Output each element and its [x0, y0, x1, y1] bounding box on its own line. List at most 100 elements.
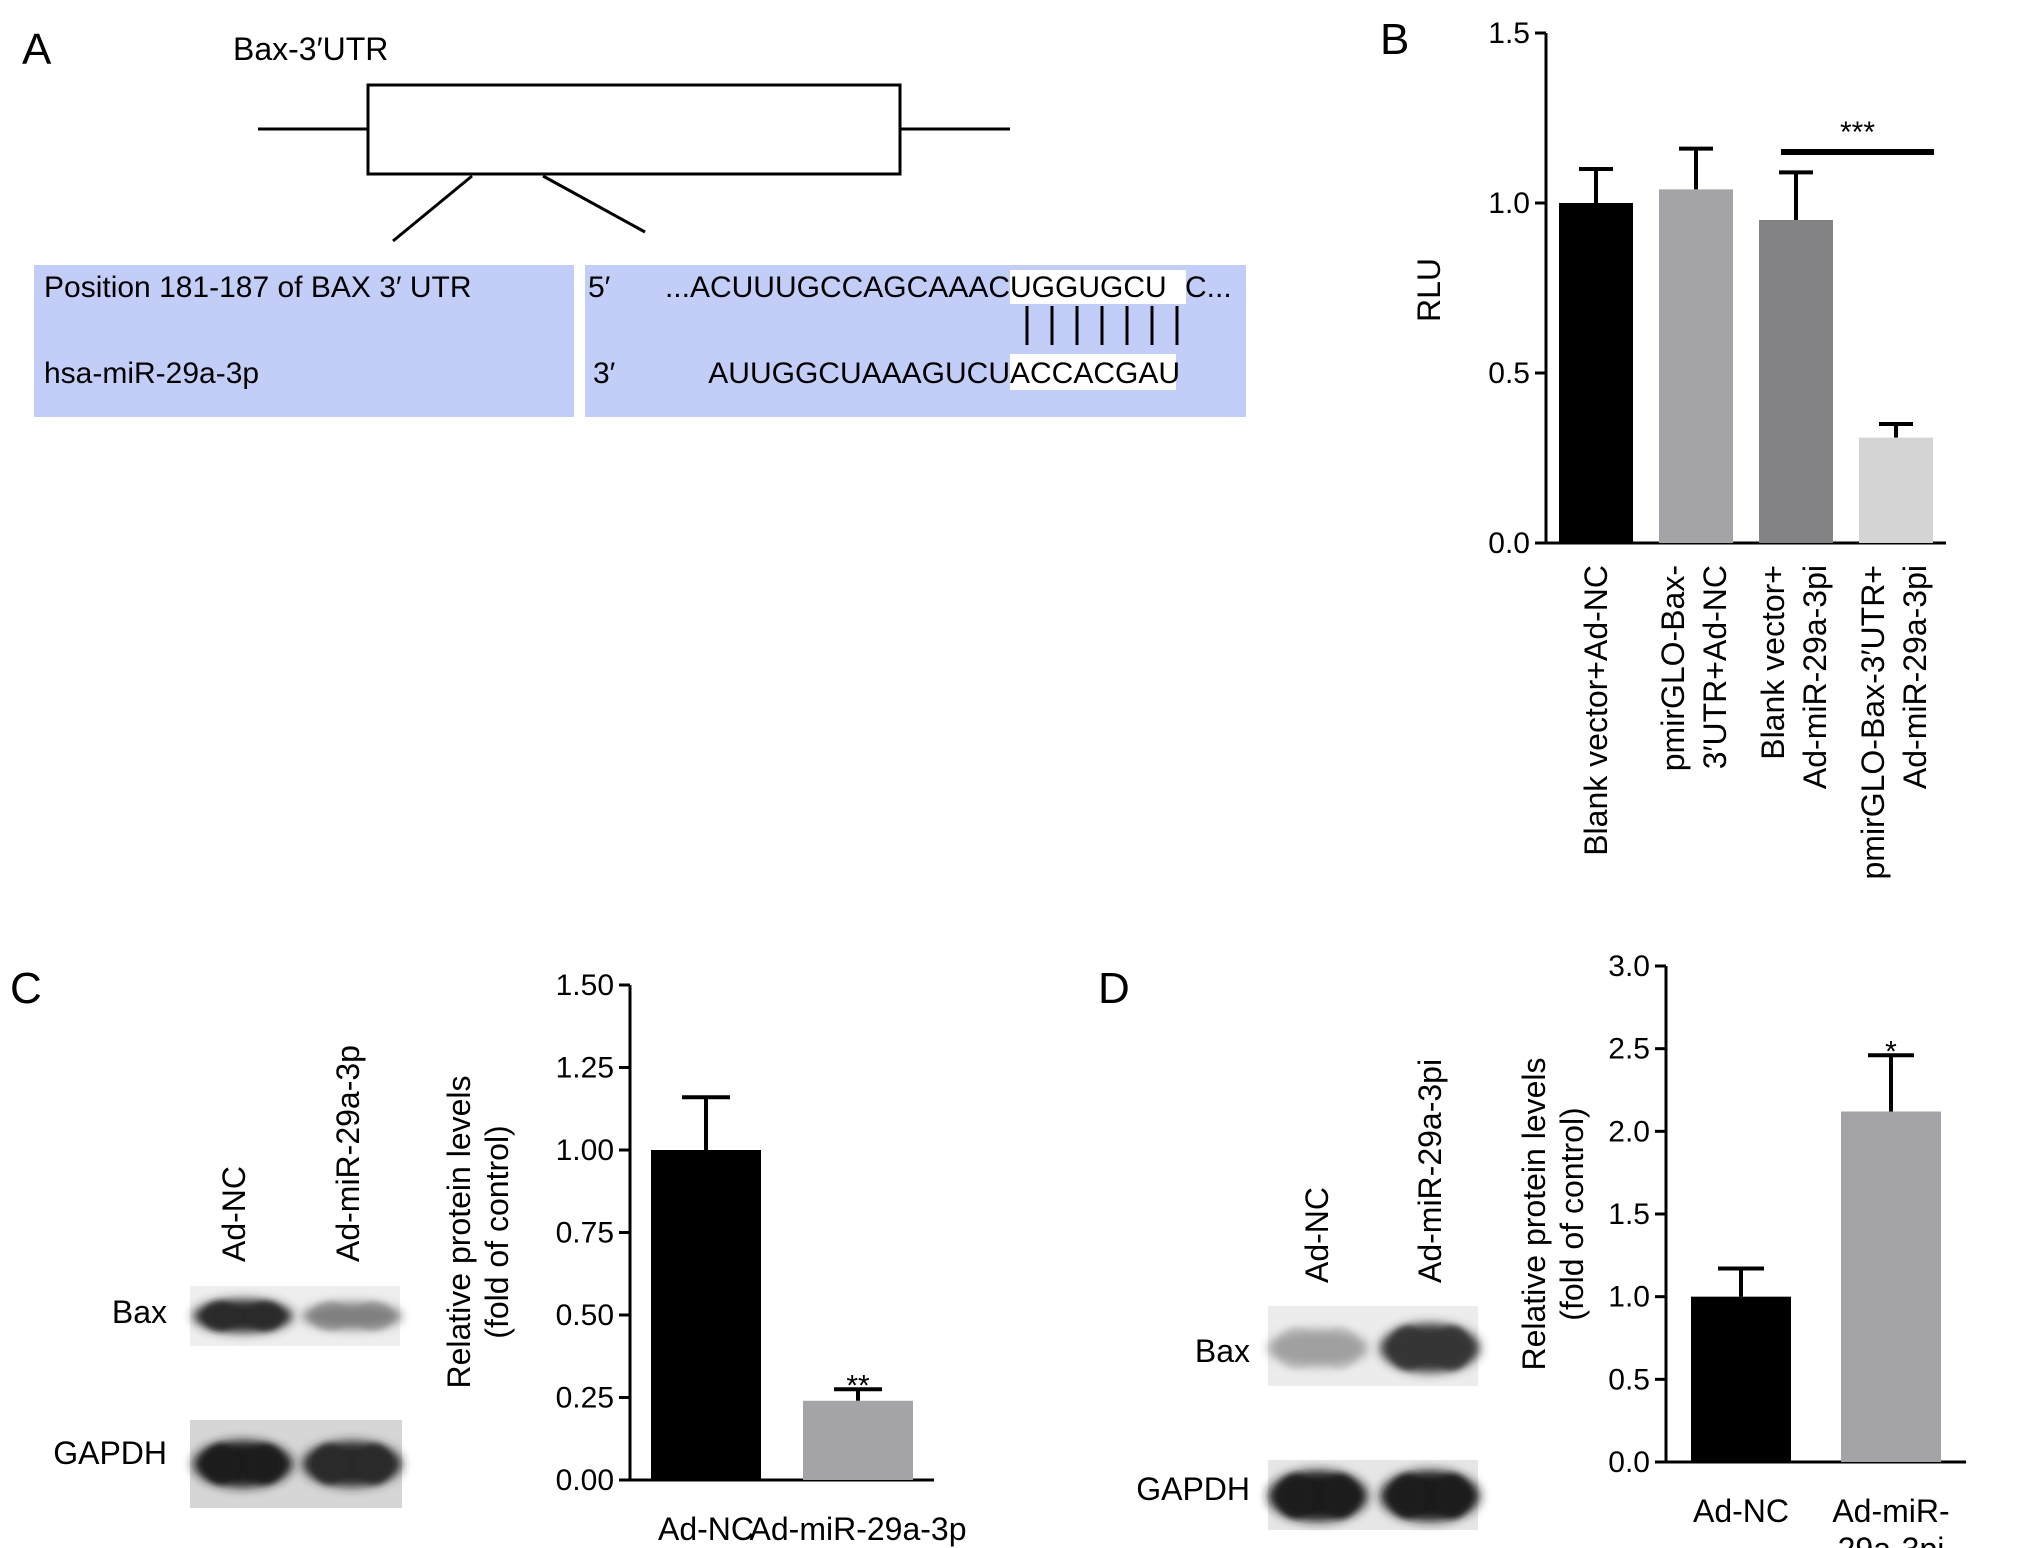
y-tick-label: 1.5: [1608, 1198, 1650, 1231]
blot-band-edge: [1435, 1326, 1470, 1370]
bar: [1691, 1296, 1791, 1462]
blot-band-edge: [1278, 1326, 1313, 1370]
zoom-line-left: [392, 174, 473, 243]
x-category-label: Ad-NC: [658, 1511, 754, 1547]
blot-c-bands: [193, 1299, 402, 1488]
bar: [803, 1400, 913, 1480]
info-box-left: [34, 265, 574, 417]
bar: [1659, 189, 1733, 543]
blot-d-row-gapdh: GAPDH: [1136, 1471, 1250, 1507]
blot-band-edge: [248, 1444, 283, 1484]
y-axis-label-line: (fold of control): [479, 1125, 515, 1338]
blot-c-lane-2: Ad-miR-29a-3p: [330, 1045, 366, 1262]
y-tick-label: 3.0: [1608, 950, 1650, 983]
mirna-seq-seed: ACCACGAU: [1010, 357, 1180, 390]
x-category-label: pmirGLO-Bax-3′UTR+: [1855, 565, 1891, 880]
utr-box: [366, 83, 902, 176]
blot-band-edge: [357, 1444, 392, 1484]
blot-c-row-gapdh: GAPDH: [53, 1435, 167, 1471]
seed-highlight-top: [1010, 270, 1186, 304]
x-category-label: Blank vector+: [1755, 565, 1791, 760]
target-seq-prefix: ...ACUUUGCCAGCAAAC: [665, 271, 1010, 304]
y-tick-label: 0.50: [556, 1299, 614, 1332]
blot-c-lane-1: Ad-NC: [216, 1166, 252, 1262]
y-tick-label: 0.5: [1608, 1363, 1650, 1396]
blot-d-lane-1: Ad-NC: [1299, 1187, 1335, 1283]
blot-band-edge: [203, 1444, 238, 1484]
y-tick-label: 0.25: [556, 1382, 614, 1415]
x-category-label: Ad-NC: [1693, 1493, 1789, 1529]
x-category-label: Ad-miR-29a-3pi: [1897, 565, 1933, 789]
blot-d: Ad-NC Ad-miR-29a-3pi Bax GAPDH: [1136, 1059, 1480, 1530]
blot-band-edge: [248, 1301, 283, 1331]
y-tick-label: 1.5: [1488, 17, 1530, 50]
blot-c-row-bax: Bax: [112, 1294, 167, 1330]
y-tick-label: 0.0: [1488, 527, 1530, 560]
blot-d-lane-2: Ad-miR-29a-3pi: [1412, 1059, 1448, 1283]
bar: [651, 1150, 761, 1480]
base-pair-lines: [1025, 306, 1179, 345]
y-tick-label: 0.00: [556, 1464, 614, 1497]
blot-band-edge: [1323, 1474, 1358, 1518]
x-category-label: Ad-miR-29a-3p: [750, 1511, 967, 1547]
y-axis-label: RLU: [1411, 258, 1447, 322]
y-tick-label: 0.75: [556, 1217, 614, 1250]
x-category-label: Ad-miR-29a-3pi: [1797, 565, 1833, 789]
significance-marker: **: [846, 1369, 870, 1402]
panel-b-label: B: [1380, 15, 1409, 64]
chart-d: 0.0 0.5 1.0 1.5 2.0 2.5 3.0 Relative protein le…: [1516, 950, 1966, 1548]
chart-b: 0.0 0.5 1.0 1.5 RLU Blank vector+Ad-NC pmirGLO…: [1411, 17, 1946, 880]
y-tick-label: 2.0: [1608, 1115, 1650, 1148]
y-tick-label: 1.0: [1608, 1281, 1650, 1314]
significance-marker: ***: [1840, 116, 1875, 149]
y-axis-label-line: Relative protein levels: [441, 1075, 477, 1388]
panel-d-label: D: [1098, 964, 1130, 1013]
utr-title: Bax-3′UTR: [233, 31, 388, 67]
y-tick-label: 2.5: [1608, 1033, 1650, 1066]
blot-band-edge: [1390, 1474, 1425, 1518]
blot-band-edge: [1278, 1474, 1313, 1518]
y-axis-label-line: (fold of control): [1554, 1107, 1590, 1320]
target-seq-seed: UGGUGCU: [1010, 271, 1167, 304]
y-tick-label: 1.25: [556, 1052, 614, 1085]
x-category-label: 29a-3pi: [1838, 1531, 1945, 1548]
target-position-label: Position 181-187 of BAX 3′ UTR: [44, 271, 472, 304]
blot-band-edge: [1435, 1474, 1470, 1518]
x-category-label: pmirGLO-Bax-: [1655, 565, 1691, 771]
blot-c: Ad-NC Ad-miR-29a-3p Bax GAPDH: [53, 1045, 402, 1508]
five-prime-label: 5′: [588, 271, 611, 304]
significance-marker: *: [1885, 1035, 1897, 1068]
mirna-seq-prefix: AUUGGCUAAAGUCU: [708, 357, 1010, 390]
blot-band-edge: [1323, 1326, 1358, 1370]
y-tick-label: 1.00: [556, 1134, 614, 1167]
blot-band-edge: [312, 1444, 347, 1484]
bar: [1859, 437, 1933, 543]
bar: [1841, 1111, 1941, 1462]
blot-band-edge: [312, 1301, 347, 1331]
seed-highlight-bottom: [1010, 354, 1176, 390]
x-category-label: Blank vector+Ad-NC: [1578, 565, 1614, 856]
blot-band-edge: [357, 1301, 392, 1331]
panel-a: A Bax-3′UTR Position 181-187 of BAX 3′ U…: [22, 25, 1246, 417]
y-tick-label: 1.50: [556, 969, 614, 1002]
bar: [1759, 220, 1833, 543]
mirna-name: hsa-miR-29a-3p: [44, 357, 259, 390]
y-axis-label-line: RLU: [1411, 258, 1447, 322]
x-category-label: Ad-miR-: [1832, 1493, 1949, 1529]
y-axis-label-line: Relative protein levels: [1516, 1057, 1552, 1370]
blot-band-edge: [1390, 1326, 1425, 1370]
x-category-label: 3′UTR+Ad-NC: [1697, 565, 1733, 769]
blot-band-edge: [203, 1301, 238, 1331]
y-tick-label: 0.0: [1608, 1446, 1650, 1479]
panel-a-label: A: [22, 25, 52, 74]
zoom-line-right: [542, 174, 646, 234]
y-axis-label: Relative protein levels(fold of control): [441, 1075, 515, 1388]
y-tick-label: 1.0: [1488, 187, 1530, 220]
target-seq-suffix: C...: [1185, 271, 1232, 304]
bar: [1559, 203, 1633, 543]
blot-d-row-bax: Bax: [1195, 1333, 1250, 1369]
chart-c: 0.00 0.25 0.50 0.75 1.00 1.25 1.50 Relative pro…: [441, 969, 966, 1547]
panel-c-label: C: [10, 964, 42, 1013]
blot-d-bands: [1268, 1323, 1480, 1522]
